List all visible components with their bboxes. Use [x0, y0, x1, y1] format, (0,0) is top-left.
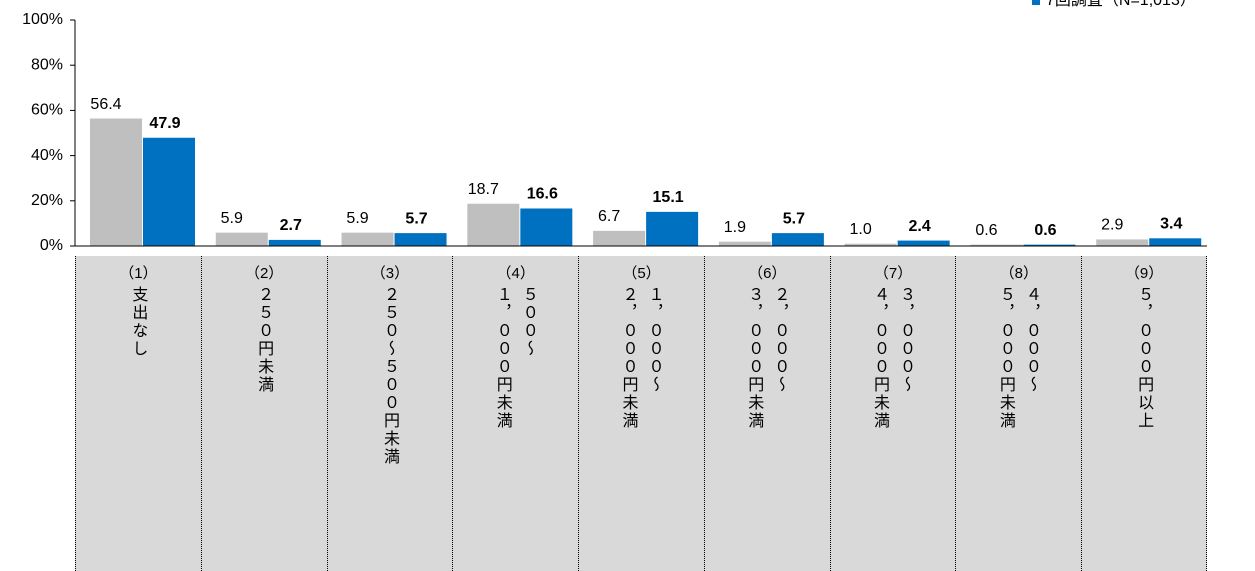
bar [215, 232, 268, 246]
category-number: （7） [873, 265, 913, 282]
bar [268, 239, 321, 246]
bar [1149, 238, 1202, 246]
data-label: 2.7 [280, 217, 302, 234]
category-number: （2） [244, 265, 284, 282]
category-number: （5） [622, 265, 661, 282]
data-label: 1.0 [850, 221, 872, 238]
category-number: （9） [1124, 265, 1164, 282]
category-number: （4） [496, 265, 535, 282]
bar [1096, 239, 1149, 246]
category-label: ２５０～５００円未満 [380, 286, 400, 466]
category-cell: （4） ５００～ １，０００円未満 [452, 256, 579, 571]
category-cell: （7） ３，０００～ ４，０００円未満 [829, 256, 956, 571]
bar [394, 233, 447, 246]
data-label: 5.9 [221, 210, 243, 227]
data-label: 2.9 [1101, 217, 1123, 234]
data-label: 18.7 [468, 181, 499, 198]
bar [844, 243, 897, 246]
bar [143, 137, 195, 246]
y-tick-label: 60% [31, 102, 63, 119]
bar [90, 118, 142, 246]
category-number: （8） [999, 265, 1038, 282]
category-number: （1） [119, 265, 158, 282]
bar [341, 232, 394, 246]
data-label: 2.4 [909, 218, 931, 235]
category-cell: （1） 支出なし [75, 256, 201, 571]
bar [646, 211, 699, 246]
category-cell: （8） ４，０００～ ５，０００円未満 [955, 256, 1082, 571]
data-label: 0.6 [1034, 222, 1056, 239]
category-label: ５，０００円以上 [1135, 286, 1155, 430]
y-tick-label: 80% [31, 56, 63, 73]
category-label: ３，０００～ ４，０００円未満 [871, 286, 917, 430]
data-label: 3.4 [1160, 216, 1182, 233]
category-cell: （5） １，０００～ ２，０００円未満 [578, 256, 704, 571]
category-cell: （6） ２，０００～ ３，０００円未満 [703, 256, 830, 571]
legend-label: 7回調査（N=1,013） [1046, 0, 1196, 9]
category-cell: （3） ２５０～５００円未満 [326, 256, 453, 571]
category-number: （6） [748, 265, 787, 282]
data-label: 15.1 [653, 189, 684, 206]
data-label: 16.6 [527, 186, 558, 203]
category-number: （3） [370, 265, 410, 282]
y-tick-label: 100% [22, 11, 63, 28]
y-tick-label: 20% [31, 192, 63, 209]
data-label: 5.9 [346, 210, 368, 227]
data-label: 56.4 [90, 96, 121, 113]
bar [1023, 244, 1076, 246]
bar [467, 203, 520, 246]
bar [771, 233, 824, 246]
data-label: 0.6 [975, 222, 997, 239]
bar [718, 241, 771, 246]
data-label: 5.7 [405, 210, 427, 227]
data-label: 6.7 [598, 208, 620, 225]
y-tick-label: 0% [40, 237, 63, 254]
category-label: 支出なし [129, 286, 149, 358]
bar [520, 208, 573, 246]
category-label: １，０００～ ２，０００円未満 [619, 286, 665, 430]
category-label: ２，０００～ ３，０００円未満 [745, 286, 791, 430]
y-tick-label: 40% [31, 147, 63, 164]
legend-swatch [1032, 0, 1040, 5]
category-label: ５００～ １，０００円未満 [493, 286, 539, 430]
category-label: ４，０００～ ５，０００円未満 [996, 286, 1042, 430]
bar [970, 244, 1023, 246]
bar [593, 230, 646, 246]
category-cell: （9） ５，０００円以上 [1081, 256, 1207, 571]
data-label: 47.9 [149, 115, 180, 132]
data-label: 1.9 [724, 219, 746, 236]
data-label: 5.7 [783, 210, 805, 227]
bar [897, 240, 950, 246]
category-cell: （2） ２５０円未満 [200, 256, 327, 571]
category-label: ２５０円未満 [255, 286, 275, 394]
